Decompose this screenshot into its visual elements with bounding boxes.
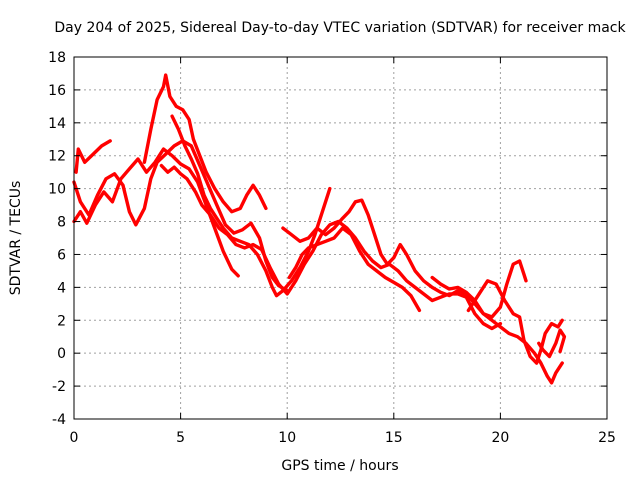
series-track-d	[142, 73, 268, 214]
x-tick-labels: 0 5 10 15 20 25	[70, 430, 616, 446]
y-tick-label: 18	[48, 50, 66, 66]
y-tick-label: -2	[52, 379, 66, 395]
x-tick-label: 15	[385, 430, 403, 446]
plot-frame	[73, 56, 608, 420]
series-track-j	[466, 279, 564, 365]
x-tick-label: 25	[598, 430, 616, 446]
y-tick-label: 2	[57, 313, 66, 329]
series-track-h	[287, 226, 422, 313]
series-track-b	[74, 139, 112, 174]
y-tick-label: 14	[48, 116, 66, 132]
y-tick-label: 10	[48, 182, 66, 198]
x-tick-label: 5	[176, 430, 185, 446]
y-axis-label: SDTVAR / TECUs	[8, 181, 24, 296]
y-tick-labels: -4 -2 0 2 4 6 8 10 12 14 16 18	[48, 50, 66, 428]
chart-title: Day 204 of 2025, Sidereal Day-to-day VTE…	[54, 20, 626, 36]
y-tick-label: -4	[52, 412, 66, 428]
series-track-a	[72, 147, 240, 278]
x-tick-label: 20	[491, 430, 509, 446]
x-tick-label: 0	[70, 430, 79, 446]
series-track-c	[72, 139, 289, 293]
series-track-k	[537, 328, 567, 359]
series-track-i	[430, 275, 564, 385]
series-track-g	[281, 198, 528, 319]
y-tick-label: 16	[48, 83, 66, 99]
x-tick-label: 10	[278, 430, 296, 446]
axis-ticks	[73, 56, 608, 420]
y-tick-label: 8	[57, 215, 66, 231]
y-tick-label: 6	[57, 247, 66, 263]
y-tick-label: 12	[48, 149, 66, 165]
y-tick-label: 0	[57, 346, 66, 362]
y-tick-label: 4	[57, 280, 66, 296]
series-track-f	[159, 163, 503, 331]
x-axis-label: GPS time / hours	[281, 458, 398, 474]
series-layer	[72, 73, 567, 385]
